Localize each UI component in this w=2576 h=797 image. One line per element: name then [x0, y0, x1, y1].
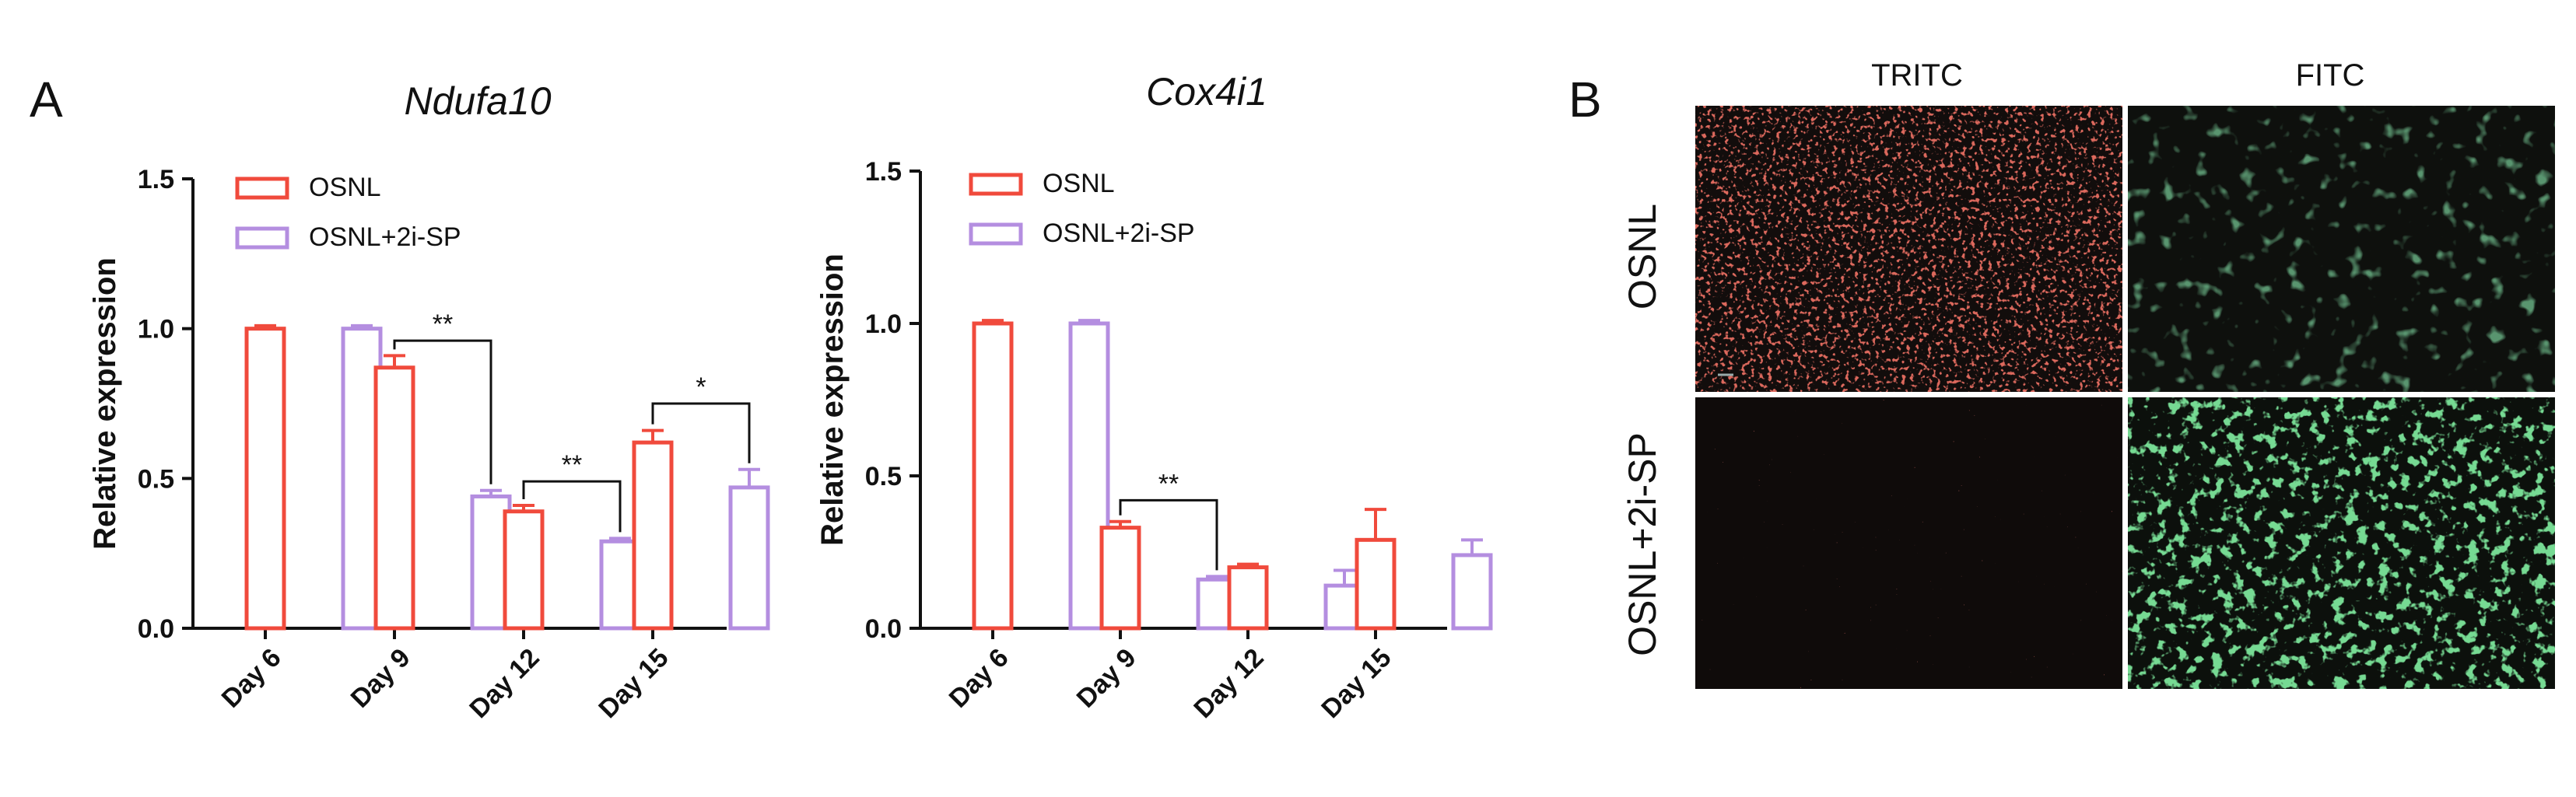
chart-ndufa10-ytick-label: 0.5	[138, 464, 174, 494]
chart-ndufa10-bar-osnl-day-6	[244, 327, 286, 631]
micrograph-tritc-osnl	[1695, 106, 2122, 392]
chart-ndufa10-ytick-label: 1.0	[138, 315, 174, 344]
chart-cox4i1-ytick-label: 0.0	[865, 614, 902, 644]
chart-ndufa10-sig-bracket-day-12	[522, 480, 622, 533]
chart-ndufa10-xtick-label-day-12: Day 12	[464, 643, 545, 724]
chart-cox4i1-ylabel: Relative expression	[815, 253, 850, 546]
micrograph-panel: TRITC FITC OSNL OSNL+2i-SP	[1621, 58, 2555, 689]
chart-ndufa10-ylabel: Relative expression	[88, 257, 122, 550]
chart-cox4i1-bar-osnl-day-15	[1355, 537, 1397, 631]
chart-ndufa10-legend-swatch-osnl-2i-sp	[235, 226, 289, 250]
chart-cox4i1-ytick-label: 1.0	[865, 309, 902, 339]
chart-cox4i1-bar-osnl-day-12	[1227, 565, 1269, 631]
chart-cox4i1-xtick-label-day-12: Day 12	[1188, 643, 1269, 724]
chart-cox4i1-bar-osnl-day-9	[1099, 526, 1141, 631]
micrograph-tritc-osnl-2i-sp	[1695, 397, 2122, 689]
chart-ndufa10-legend-label-osnl-2i-sp: OSNL+2i-SP	[309, 222, 461, 252]
chart-cox4i1-bar-osnl-day-6	[972, 321, 1014, 631]
chart-cox4i1-legend-label-osnl: OSNL	[1043, 169, 1115, 198]
chart-ndufa10-sig-label-day-12: **	[562, 450, 582, 480]
chart-cox4i1: Cox4i1 Relative expression 0.0 0.5 1.0 1.5 Day…	[815, 70, 1493, 724]
chart-ndufa10-sig-label-day-15: *	[696, 372, 706, 402]
column-label-fitc: FITC	[2296, 58, 2365, 93]
chart-cox4i1-sig-label-day-9: **	[1158, 469, 1179, 498]
chart-cox4i1-bar-osnl-2i-sp-day-15	[1451, 553, 1493, 631]
row-label-osnl-2i-sp: OSNL+2i-SP	[1621, 432, 1664, 656]
chart-cox4i1-ytick-label: 1.5	[865, 157, 902, 187]
chart-cox4i1-ytick-label: 0.5	[865, 462, 902, 491]
chart-ndufa10-sig-bracket-day-9	[393, 339, 492, 484]
micrograph-fitc-osnl	[2128, 106, 2555, 392]
chart-cox4i1-xtick-label-day-6: Day 6	[944, 643, 1015, 714]
chart-ndufa10-ytick-label: 0.0	[138, 614, 174, 644]
chart-ndufa10-bar-osnl-2i-sp-day-15	[728, 485, 770, 631]
chart-ndufa10-bar-osnl-day-9	[373, 365, 415, 631]
micrograph-fitc-osnl-2i-sp	[2128, 397, 2555, 689]
chart-cox4i1-xtick-label-day-9: Day 9	[1071, 643, 1142, 714]
chart-cox4i1-legend-swatch-osnl	[969, 173, 1023, 196]
row-label-osnl: OSNL	[1621, 204, 1664, 309]
chart-ndufa10-bar-osnl-day-15	[632, 440, 674, 631]
chart-cox4i1-legend-swatch-osnl-2i-sp	[969, 222, 1023, 246]
chart-ndufa10-title: Ndufa10	[404, 79, 551, 123]
chart-ndufa10-sig-bracket-day-15	[651, 402, 751, 463]
column-label-tritc: TRITC	[1871, 58, 1963, 93]
chart-ndufa10-xtick-label-day-15: Day 15	[593, 643, 674, 724]
panel-label-a: A	[30, 72, 63, 128]
chart-ndufa10-xtick-label-day-6: Day 6	[216, 643, 287, 714]
chart-ndufa10-ytick-label: 1.5	[138, 165, 174, 194]
chart-ndufa10-legend-label-osnl: OSNL	[309, 173, 381, 202]
chart-cox4i1-xtick-label-day-15: Day 15	[1316, 643, 1397, 724]
chart-ndufa10-xtick-label-day-9: Day 9	[345, 643, 416, 714]
chart-cox4i1-title: Cox4i1	[1146, 70, 1267, 114]
chart-ndufa10-legend-swatch-osnl	[235, 177, 289, 200]
chart-cox4i1-sig-bracket-day-9	[1119, 498, 1218, 571]
chart-ndufa10-bar-osnl-day-12	[503, 509, 545, 631]
chart-ndufa10: Ndufa10 Relative expression 0.0 0.5 1.0 1.5 Da…	[88, 79, 770, 724]
chart-ndufa10-sig-label-day-9: **	[433, 309, 453, 339]
chart-cox4i1-legend-label-osnl-2i-sp: OSNL+2i-SP	[1043, 218, 1195, 248]
panel-label-b: B	[1568, 72, 1602, 128]
